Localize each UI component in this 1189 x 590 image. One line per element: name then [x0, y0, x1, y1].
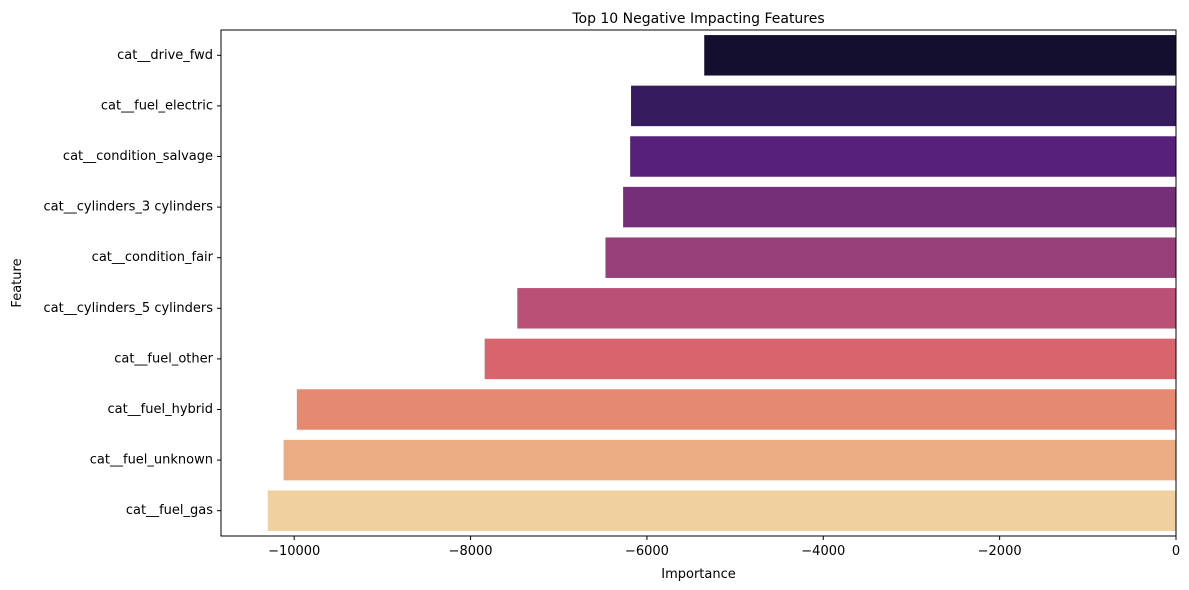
- plot-frame: [220, 29, 1177, 537]
- y-tick-label: cat__fuel_hybrid: [107, 402, 213, 417]
- x-tick-label: −2000: [978, 544, 1022, 559]
- y-tick-label: cat__cylinders_5 cylinders: [44, 301, 214, 316]
- bar-1: [631, 85, 1176, 127]
- x-tick-label: −6000: [625, 544, 669, 559]
- x-axis-label: Importance: [661, 567, 736, 582]
- x-axis-ticks: −10000 −8000 −6000 −4000 −2000 0: [268, 536, 1180, 559]
- bar-7: [296, 389, 1176, 430]
- y-tick-label: cat__condition_fair: [92, 250, 214, 265]
- bars-group: [267, 35, 1176, 531]
- y-tick-label: cat__drive_fwd: [117, 48, 213, 63]
- bar-0: [704, 35, 1176, 76]
- y-axis-label: Feature: [10, 258, 25, 307]
- x-tick-label: −4000: [801, 544, 845, 559]
- chart-title: Top 10 Negative Impacting Features: [571, 11, 824, 27]
- y-tick-label: cat__condition_salvage: [63, 149, 213, 164]
- bar-8: [283, 439, 1176, 481]
- y-tick-label: cat__cylinders_3 cylinders: [44, 200, 214, 215]
- bar-3: [623, 186, 1176, 228]
- bar-5: [517, 288, 1176, 329]
- bar-9: [267, 490, 1176, 531]
- bar-2: [630, 136, 1176, 177]
- y-axis-ticks: cat__drive_fwd cat__fuel_electric cat__con…: [44, 48, 221, 518]
- y-tick-label: cat__fuel_unknown: [90, 453, 213, 468]
- x-tick-label: 0: [1172, 544, 1180, 559]
- x-tick-label: −8000: [449, 544, 493, 559]
- bar-4: [605, 237, 1176, 278]
- bar-6: [484, 338, 1176, 380]
- y-tick-label: cat__fuel_other: [114, 351, 213, 366]
- y-tick-label: cat__fuel_electric: [101, 98, 213, 113]
- x-tick-label: −10000: [268, 544, 320, 559]
- y-tick-label: cat__fuel_gas: [126, 503, 213, 518]
